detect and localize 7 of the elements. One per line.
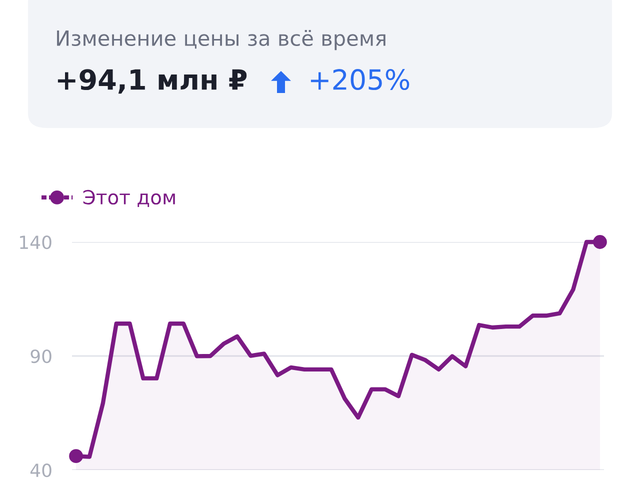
y-tick-label: 90	[30, 349, 52, 364]
legend-label: Этот дом	[83, 190, 175, 207]
text: +205%	[310, 69, 410, 90]
text: +94,1 млн ₽	[58, 69, 247, 94]
y-tick-label: 40	[30, 463, 52, 478]
chart-title: Изменение цены за всё время	[57, 30, 386, 50]
y-tick-label: 140	[20, 235, 52, 250]
